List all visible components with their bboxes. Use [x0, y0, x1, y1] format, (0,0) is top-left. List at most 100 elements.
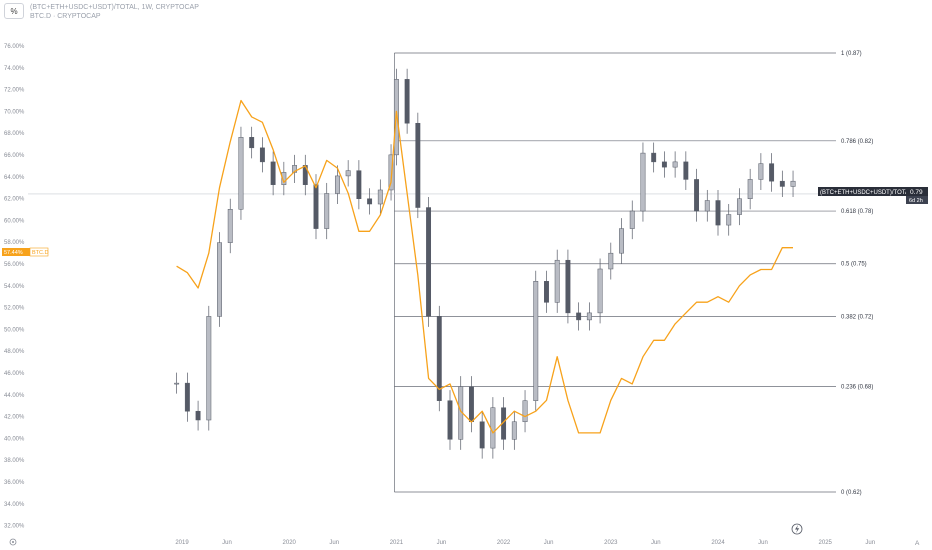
x-tick-label: Jun	[222, 540, 232, 546]
fib-level-label: 0.382 (0.72)	[841, 314, 873, 320]
candle	[522, 400, 528, 423]
y-tick-label: 50.00%	[4, 327, 25, 333]
candle	[629, 210, 635, 229]
btc-d-tag-label: BTC.D	[32, 250, 49, 256]
x-tick-label: 2021	[390, 540, 404, 546]
settings-icon[interactable]	[9, 538, 17, 546]
y-tick-label: 66.00%	[4, 153, 25, 159]
candle	[217, 242, 222, 317]
candle	[490, 407, 496, 449]
candle	[292, 165, 298, 173]
y-tick-label: 46.00%	[4, 371, 25, 377]
candle	[651, 152, 657, 163]
y-tick-label: 38.00%	[4, 458, 25, 464]
price-tag-countdown: 6d 2h	[909, 198, 923, 204]
candle	[715, 200, 721, 226]
candle	[769, 163, 775, 182]
candle	[367, 198, 373, 205]
candle	[345, 170, 351, 177]
price-tag-value: 0.79	[910, 189, 923, 196]
y-tick-label: 74.00%	[4, 66, 25, 72]
lightning-icon[interactable]	[791, 523, 803, 535]
candle	[565, 259, 571, 314]
secondary-title[interactable]: BTC.D · CRYPTOCAP	[30, 13, 101, 20]
y-tick-label: 42.00%	[4, 415, 25, 421]
price-tag: (BTC+ETH+USDC+USDT)/TOTAL 0.79 6d 2h	[818, 187, 928, 204]
percent-scale-button[interactable]: %	[4, 3, 24, 19]
candle	[447, 400, 453, 440]
candle	[356, 170, 362, 199]
candle	[747, 179, 753, 199]
candle	[415, 122, 421, 208]
candle	[672, 161, 678, 168]
candle	[324, 193, 330, 229]
fib-level-label: 0.618 (0.78)	[841, 209, 873, 215]
y-tick-label: 40.00%	[4, 436, 25, 442]
candle	[468, 386, 474, 423]
candle	[479, 421, 485, 449]
y-tick-label: 48.00%	[4, 349, 25, 355]
chart-header: % (BTC+ETH+USDC+USDT)/TOTAL, 1W, CRYPTOC…	[4, 3, 199, 21]
y-tick-label: 52.00%	[4, 306, 25, 312]
candle	[586, 312, 592, 321]
candle	[404, 79, 410, 124]
x-tick-label: 2024	[711, 540, 725, 546]
y-tick-label: 36.00%	[4, 480, 25, 486]
y-tick-label: 64.00%	[4, 175, 25, 181]
candle	[281, 172, 287, 185]
x-tick-label: 2022	[497, 540, 511, 546]
candle	[206, 316, 212, 421]
candle	[174, 382, 180, 385]
fib-level-label: 0.786 (0.82)	[841, 139, 873, 145]
candle	[426, 207, 432, 317]
candle	[694, 179, 700, 212]
candle	[227, 209, 233, 243]
candle	[511, 421, 517, 440]
btc-d-tag: 57.44% BTC.D	[2, 247, 49, 257]
x-tick-label: Jun	[329, 540, 339, 546]
candle	[238, 137, 244, 210]
candle	[790, 180, 796, 187]
y-tick-label: 72.00%	[4, 88, 25, 94]
fib-level-label: 0 (0.62)	[841, 490, 862, 496]
candle	[184, 382, 190, 412]
x-tick-label: 2025	[819, 540, 833, 546]
candle	[726, 214, 732, 226]
candle	[608, 252, 614, 270]
candle	[597, 268, 603, 314]
btc-d-line	[176, 99, 793, 434]
x-tick-label: Jun	[758, 540, 768, 546]
y-tick-label: 54.00%	[4, 284, 25, 290]
candle	[758, 163, 764, 180]
y-tick-label: 56.00%	[4, 262, 25, 268]
fib-level-label: 1 (0.87)	[841, 51, 862, 57]
y-tick-label: 68.00%	[4, 131, 25, 137]
auto-scale-icon[interactable]: A	[915, 540, 920, 547]
candle	[619, 228, 624, 254]
candle	[544, 281, 549, 303]
y-tick-label: 34.00%	[4, 502, 25, 508]
candle	[533, 281, 539, 401]
candle	[640, 152, 646, 212]
candle	[249, 137, 255, 149]
symbol-title[interactable]: (BTC+ETH+USDC+USDT)/TOTAL, 1W, CRYPTOCAP	[30, 4, 199, 11]
candle	[377, 189, 383, 205]
x-tick-label: 2020	[283, 540, 297, 546]
candle	[554, 259, 560, 303]
candle	[313, 184, 319, 229]
y-tick-label: 76.00%	[4, 44, 25, 50]
candle	[334, 175, 340, 194]
x-tick-label: Jun	[544, 540, 554, 546]
y-tick-label: 44.00%	[4, 393, 25, 399]
candle	[270, 161, 276, 185]
candle	[704, 200, 710, 212]
fib-level-label: 0.5 (0.75)	[841, 262, 867, 268]
x-tick-label: Jun	[651, 540, 661, 546]
y-tick-label: 60.00%	[4, 218, 25, 224]
candle	[388, 154, 394, 191]
candle	[576, 312, 582, 321]
price-tag-label: (BTC+ETH+USDC+USDT)/TOTAL	[820, 190, 913, 196]
y-tick-label: 62.00%	[4, 197, 25, 203]
